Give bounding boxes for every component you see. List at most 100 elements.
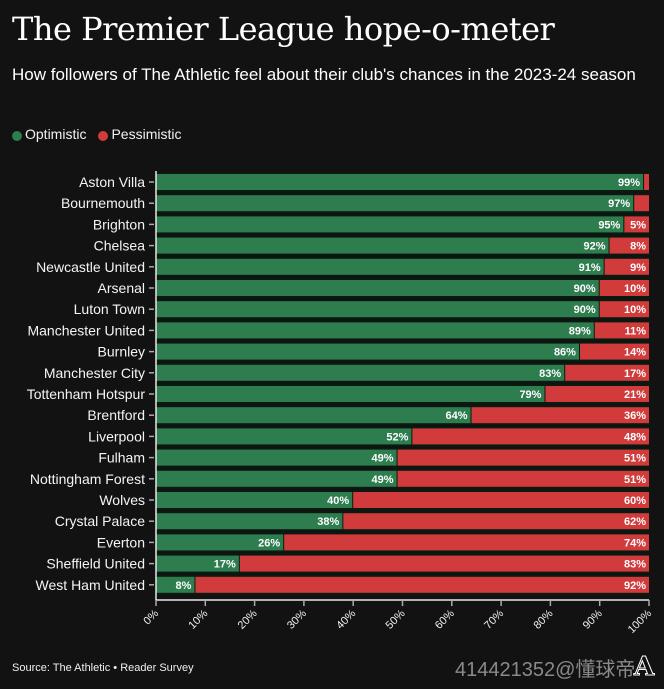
x-tick-label: 70% [482, 607, 506, 631]
data-label-optimistic: 86% [554, 347, 576, 359]
bar-optimistic [156, 322, 594, 339]
legend: Optimistic Pessimistic [12, 126, 181, 142]
bar-pessimistic [471, 407, 649, 424]
bar-pessimistic [594, 322, 649, 339]
data-label-pessimistic: 21% [624, 389, 646, 401]
bar-optimistic [156, 174, 644, 190]
bar-pessimistic [239, 555, 649, 572]
data-label-optimistic: 79% [519, 389, 541, 401]
data-label-optimistic: 83% [539, 368, 561, 380]
bar-pessimistic [397, 470, 649, 487]
bar-optimistic [156, 470, 397, 487]
x-tick-label: 80% [531, 607, 555, 631]
data-label-optimistic: 89% [569, 325, 591, 337]
bar-pessimistic [624, 216, 649, 233]
category-label: Liverpool [88, 428, 145, 444]
category-label: Arsenal [98, 280, 145, 296]
data-label-optimistic: 90% [574, 304, 596, 316]
bar-pessimistic [599, 301, 649, 318]
data-label-pessimistic: 74% [624, 537, 646, 549]
category-label: Brentford [87, 407, 145, 423]
legend-item-optimistic: Optimistic [12, 126, 86, 142]
data-label-optimistic: 95% [598, 219, 620, 231]
category-label: Aston Villa [79, 174, 145, 190]
data-label-pessimistic: 92% [624, 580, 646, 592]
data-label-optimistic: 38% [317, 516, 339, 528]
bar-optimistic [156, 428, 412, 445]
bar-optimistic [156, 534, 284, 551]
bar-pessimistic [545, 386, 649, 402]
data-label-optimistic: 92% [584, 241, 606, 253]
bar-optimistic [156, 280, 599, 296]
bar-optimistic [156, 364, 565, 381]
bar-pessimistic [397, 449, 649, 466]
data-label-optimistic: 49% [372, 453, 394, 465]
x-tick-label: 30% [285, 607, 309, 631]
bar-optimistic [156, 343, 579, 360]
data-label-optimistic: 97% [608, 198, 630, 210]
legend-label: Optimistic [25, 126, 87, 142]
source-note: Source: The Athletic • Reader Survey [12, 662, 194, 674]
category-label: Crystal Palace [55, 513, 145, 529]
bar-optimistic [156, 555, 239, 572]
legend-swatch-optimistic [12, 130, 22, 141]
bar-optimistic [156, 237, 609, 254]
athletic-logo-icon: A [633, 652, 655, 683]
data-label-pessimistic: 10% [624, 283, 646, 295]
category-label: West Ham United [36, 577, 145, 593]
category-label: Bournemouth [61, 195, 145, 211]
data-label-pessimistic: 51% [624, 453, 646, 465]
category-label: Wolves [99, 492, 145, 508]
bar-optimistic [156, 492, 353, 508]
data-label-optimistic: 49% [372, 474, 394, 486]
bar-pessimistic [412, 428, 649, 445]
bar-optimistic [156, 576, 195, 593]
bar-pessimistic [195, 576, 649, 593]
bar-pessimistic [353, 492, 649, 508]
bar-pessimistic [634, 195, 649, 212]
legend-label: Pessimistic [111, 126, 182, 142]
x-tick-label: 10% [186, 607, 210, 631]
data-label-optimistic: 91% [579, 262, 601, 274]
x-tick-label: 40% [334, 607, 358, 631]
category-label: Brighton [93, 216, 145, 232]
category-label: Manchester City [44, 365, 145, 381]
bar-pessimistic [343, 513, 649, 530]
data-label-pessimistic: 11% [625, 325, 647, 337]
data-label-pessimistic: 8% [630, 241, 646, 253]
data-label-pessimistic: 17% [624, 368, 646, 380]
x-tick-label: 60% [433, 607, 457, 631]
data-label-optimistic: 99% [618, 177, 640, 189]
x-tick-label: 100% [626, 607, 655, 636]
bar-pessimistic [579, 343, 649, 360]
bar-optimistic [156, 407, 471, 424]
legend-swatch-pessimistic [98, 130, 109, 141]
category-label: Tottenham Hotspur [27, 386, 146, 402]
data-label-pessimistic: 83% [624, 559, 646, 571]
category-label: Chelsea [94, 238, 146, 254]
category-label: Manchester United [27, 322, 145, 338]
bar-optimistic [156, 301, 599, 318]
data-label-pessimistic: 9% [630, 262, 646, 274]
data-label-pessimistic: 14% [624, 347, 646, 359]
bar-chart: Aston Villa 99% Bournemouth 97% Brighton 95% 5… [27, 171, 655, 636]
category-label: Luton Town [74, 301, 145, 317]
x-tick-label: 0% [141, 607, 161, 627]
bar-optimistic [156, 513, 343, 530]
bar-optimistic [156, 258, 604, 275]
bar-pessimistic [604, 258, 649, 275]
category-label: Everton [97, 534, 145, 550]
bar-pessimistic [609, 237, 649, 254]
data-label-pessimistic: 60% [624, 495, 646, 507]
bar-pessimistic [644, 174, 649, 190]
bar-optimistic [156, 195, 634, 212]
data-label-pessimistic: 48% [624, 431, 646, 443]
data-label-optimistic: 8% [176, 580, 192, 592]
data-label-optimistic: 17% [214, 559, 236, 571]
x-tick-label: 20% [236, 607, 260, 631]
data-label-optimistic: 26% [258, 537, 280, 549]
x-tick-label: 90% [581, 607, 605, 631]
data-label-optimistic: 64% [445, 410, 467, 422]
bar-optimistic [156, 216, 624, 233]
bar-pessimistic [565, 364, 649, 381]
